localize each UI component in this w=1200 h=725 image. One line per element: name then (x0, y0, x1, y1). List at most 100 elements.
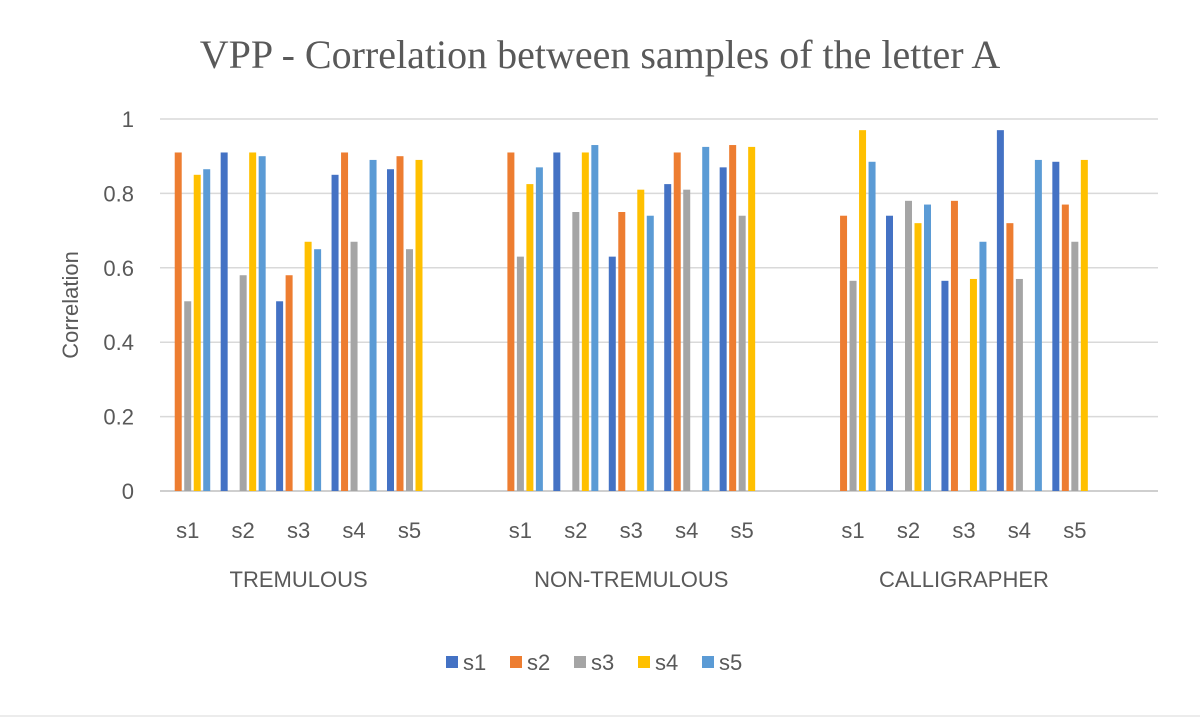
bar-non-tremulous-s3-s2 (618, 212, 626, 491)
bar-tremulous-s1-s4 (193, 174, 201, 492)
y-tick-label: 0.2 (103, 405, 134, 430)
bar-non-tremulous-s3-s4 (637, 189, 645, 491)
bar-tremulous-s3-s4 (304, 241, 312, 491)
bar-tremulous-s3-s5 (314, 249, 322, 491)
bar-non-tremulous-s5-s4 (748, 146, 756, 491)
bar-non-tremulous-s1-s4 (526, 184, 534, 491)
bar-non-tremulous-s1-s3 (516, 256, 524, 491)
x-tick-label: s3 (287, 518, 310, 543)
bar-non-tremulous-s2-s3 (572, 212, 580, 491)
bar-calligrapher-s2-s5 (924, 204, 931, 491)
bar-non-tremulous-s2-s1 (553, 152, 561, 492)
group-label: TREMULOUS (230, 567, 368, 592)
bar-tremulous-s5-s3 (406, 249, 413, 491)
bar-tremulous-s3-s1 (276, 301, 284, 491)
bar-tremulous-s4-s5 (369, 159, 377, 492)
x-tick-label: s5 (731, 518, 754, 543)
x-tick-label: s2 (232, 518, 255, 543)
bar-non-tremulous-s3-s5 (646, 215, 654, 491)
group-labels: TREMULOUS NON-TREMULOUS CALLIGRAPHER (230, 567, 1049, 592)
group-label: CALLIGRAPHER (879, 567, 1049, 592)
bar-tremulous-s1-s3 (184, 301, 192, 491)
bar-non-tremulous-s2-s5 (591, 145, 599, 492)
gridlines (160, 118, 1158, 492)
bar-non-tremulous-s3-s1 (608, 256, 616, 491)
legend-label-s4: s4 (655, 650, 678, 675)
bar-non-tremulous-s1-s2 (507, 152, 515, 492)
bar-tremulous-s4-s1 (331, 174, 339, 492)
x-tick-label: s1 (841, 518, 864, 543)
legend-label-s1: s1 (463, 650, 486, 675)
bar-tremulous-s4-s3 (350, 241, 358, 491)
bar-calligrapher-s2-s3 (905, 200, 912, 491)
x-tick-label: s4 (1008, 518, 1031, 543)
bar-calligrapher-s2-s1 (886, 215, 893, 491)
legend: s1 s2 s3 s4 s5 (446, 650, 742, 675)
y-tick-label: 0.6 (103, 256, 134, 281)
bar-tremulous-s5-s4 (415, 159, 423, 492)
x-tick-label: s3 (620, 518, 643, 543)
legend-swatch-s5 (702, 656, 714, 668)
group-label: NON-TREMULOUS (534, 567, 728, 592)
bar-non-tremulous-s5-s2 (729, 145, 737, 492)
y-tick-label: 1 (122, 107, 134, 132)
bar-non-tremulous-s2-s4 (581, 152, 589, 492)
bar-tremulous-s5-s2 (396, 156, 404, 491)
bar-calligrapher-s4-s5 (1034, 159, 1042, 492)
bar-calligrapher-s4-s2 (1006, 223, 1014, 491)
bar-calligrapher-s4-s1 (996, 130, 1004, 491)
x-tick-label: s2 (564, 518, 587, 543)
x-tick-label: s2 (897, 518, 920, 543)
legend-label-s5: s5 (719, 650, 742, 675)
bars (174, 130, 1088, 492)
x-axis-ticks: s1 s2 s3 s4 s5 s1 s2 s3 s4 s5 s1 s2 s3 s4 s5 (176, 518, 1086, 543)
legend-swatch-s4 (638, 656, 650, 668)
bar-tremulous-s2-s1 (220, 152, 228, 492)
legend-swatch-s2 (510, 656, 522, 668)
bar-non-tremulous-s1-s5 (535, 167, 543, 492)
bar-non-tremulous-s5-s3 (738, 215, 746, 491)
bar-calligrapher-s2-s4 (914, 223, 922, 491)
y-tick-label: 0.8 (103, 181, 134, 206)
chart-title: VPP - Correlation between samples of the… (200, 32, 1001, 77)
y-axis-ticks: 0 0.2 0.4 0.6 0.8 1 (103, 107, 134, 504)
x-tick-label: s4 (342, 518, 365, 543)
bar-calligrapher-s1-s5 (868, 161, 876, 491)
bar-tremulous-s1-s2 (174, 152, 182, 492)
bar-tremulous-s3-s2 (285, 275, 293, 491)
bar-calligrapher-s4-s3 (1015, 278, 1023, 491)
x-tick-label: s4 (675, 518, 698, 543)
bar-calligrapher-s3-s4 (969, 278, 977, 491)
y-tick-label: 0 (122, 479, 134, 504)
x-tick-label: s1 (509, 518, 532, 543)
bar-non-tremulous-s4-s2 (673, 152, 681, 492)
bar-tremulous-s2-s4 (249, 152, 257, 492)
bar-calligrapher-s3-s5 (979, 241, 987, 491)
legend-label-s2: s2 (527, 650, 550, 675)
y-tick-label: 0.4 (103, 330, 134, 355)
legend-label-s3: s3 (591, 650, 614, 675)
bar-calligrapher-s1-s4 (859, 130, 867, 491)
bar-non-tremulous-s4-s3 (683, 189, 691, 491)
bar-non-tremulous-s4-s1 (664, 184, 672, 491)
x-tick-label: s5 (398, 518, 421, 543)
bar-tremulous-s5-s1 (387, 169, 394, 491)
bar-tremulous-s1-s5 (203, 169, 211, 491)
legend-swatch-s3 (574, 656, 586, 668)
bar-calligrapher-s5-s1 (1052, 161, 1060, 491)
bar-tremulous-s4-s2 (341, 152, 349, 492)
bar-calligrapher-s3-s1 (941, 280, 949, 491)
bar-tremulous-s2-s5 (258, 156, 266, 491)
bar-calligrapher-s5-s4 (1080, 159, 1088, 492)
bar-calligrapher-s3-s2 (950, 200, 958, 491)
x-tick-label: s3 (952, 518, 975, 543)
bar-non-tremulous-s5-s1 (719, 167, 727, 492)
x-tick-label: s1 (176, 518, 199, 543)
bar-calligrapher-s1-s2 (840, 215, 848, 491)
x-tick-label: s5 (1063, 518, 1086, 543)
bar-non-tremulous-s4-s5 (702, 146, 710, 491)
bar-calligrapher-s1-s3 (849, 280, 857, 491)
bar-calligrapher-s5-s3 (1071, 241, 1079, 491)
